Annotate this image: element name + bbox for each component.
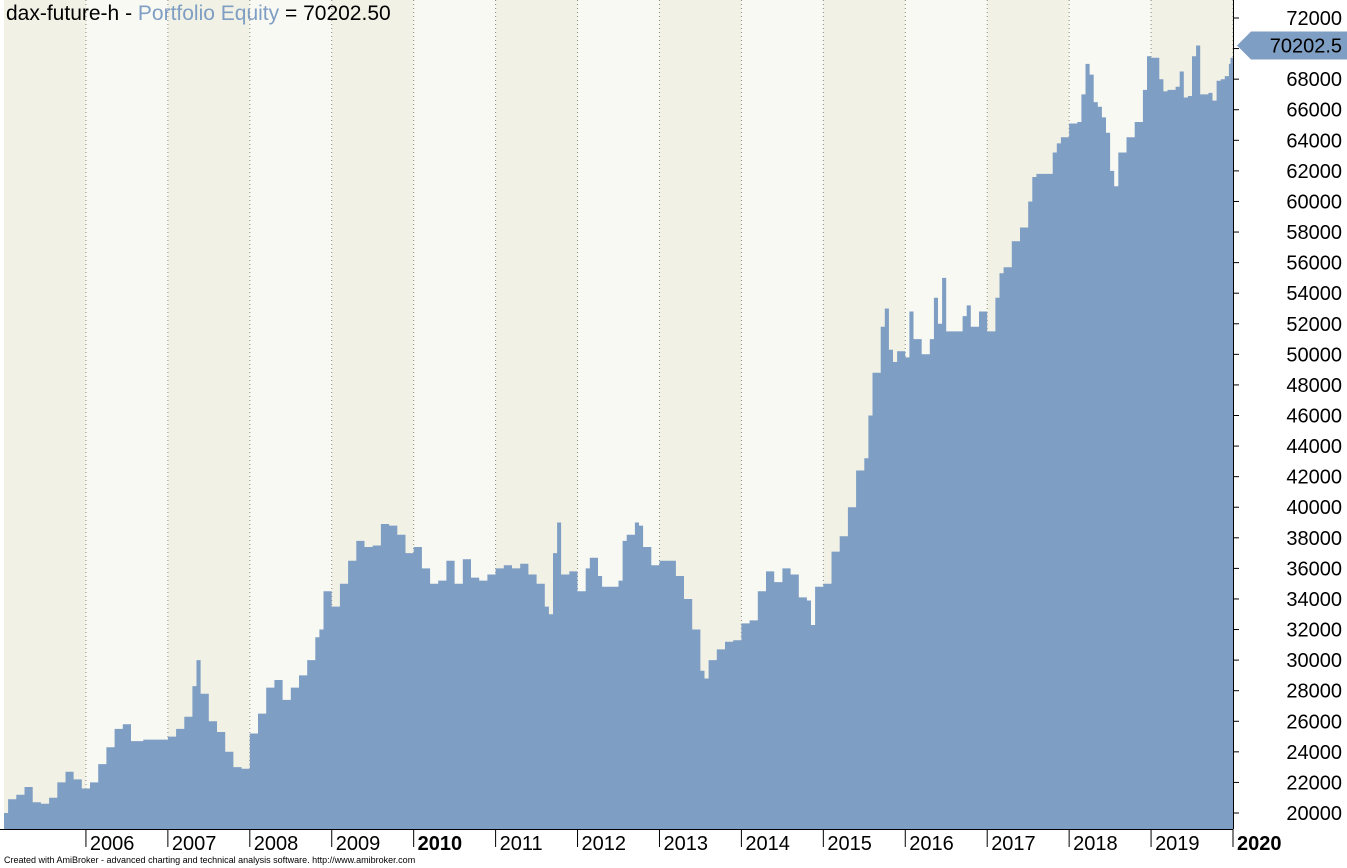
- y-tick-label: 64000: [1286, 130, 1342, 152]
- year-band: [167, 0, 250, 829]
- y-tick-label: 32000: [1286, 620, 1342, 642]
- y-tick-label: 68000: [1286, 69, 1342, 91]
- y-tick-label: 30000: [1286, 650, 1342, 672]
- x-tick-label: 2015: [827, 833, 872, 855]
- x-tick-label: 2010: [418, 833, 463, 855]
- y-tick-label: 58000: [1286, 222, 1342, 244]
- x-tick-label: 2013: [663, 833, 708, 855]
- y-tick-label: 52000: [1286, 314, 1342, 336]
- x-tick-label: 2011: [500, 833, 543, 855]
- x-tick-label: 2018: [1073, 833, 1118, 855]
- y-tick-label: 34000: [1286, 589, 1342, 611]
- x-tick-label: 2016: [909, 833, 954, 855]
- symbol-name: dax-future-h: [6, 2, 120, 25]
- x-axis: 2006 2007 2008 2009 2010 2011 2012 2013 2014 2015…: [0, 829, 1282, 868]
- title-equals: =: [279, 2, 304, 25]
- x-tick-label: 2008: [254, 833, 298, 855]
- y-tick-label: 46000: [1286, 406, 1342, 428]
- y-tick-label: 50000: [1286, 344, 1342, 366]
- x-tick-label: 2014: [745, 833, 790, 855]
- y-tick-label: 72000: [1286, 8, 1342, 30]
- last-value-label: 70202.5: [1270, 35, 1342, 57]
- y-tick-label: 60000: [1286, 191, 1342, 213]
- footer-credit: Created with AmiBroker - advanced charti…: [4, 855, 416, 865]
- y-tick-label: 36000: [1286, 558, 1342, 580]
- x-tick-label: 2019: [1155, 833, 1200, 855]
- x-tick-label: 2020: [1237, 833, 1282, 855]
- title-separator: -: [119, 2, 138, 25]
- last-value-marker: 70202.5: [1237, 31, 1347, 60]
- x-tick-label: 2017: [991, 833, 1035, 855]
- y-axis: 20000 22000 24000 26000 28000 30000 32000 34000…: [1233, 0, 1347, 868]
- year-band: [85, 0, 168, 829]
- y-tick-label: 40000: [1286, 497, 1342, 519]
- y-axis-background: [1233, 0, 1347, 868]
- y-tick-label: 42000: [1286, 467, 1342, 489]
- y-tick-label: 56000: [1286, 253, 1342, 275]
- series-label: Portfolio Equity: [137, 2, 280, 25]
- y-tick-label: 66000: [1286, 100, 1342, 122]
- last-value-box: [1237, 31, 1347, 60]
- y-tick-label: 20000: [1286, 803, 1342, 825]
- y-tick-label: 62000: [1286, 161, 1342, 183]
- y-tick-label: 48000: [1286, 375, 1342, 397]
- equity-area: [4, 45, 1233, 829]
- y-tick-label: 26000: [1286, 711, 1342, 733]
- y-tick-label: 38000: [1286, 528, 1342, 550]
- y-tick-label: 22000: [1286, 772, 1342, 794]
- x-tick-label: 2012: [582, 833, 627, 855]
- x-axis-background: [0, 829, 1233, 868]
- x-tick-label: 2006: [90, 833, 135, 855]
- chart-title: dax-future-h - Portfolio Equity = 70202.…: [6, 2, 391, 26]
- x-tick-label: 2007: [172, 833, 217, 855]
- y-tick-label: 44000: [1286, 436, 1342, 458]
- x-tick-label: 2009: [336, 833, 381, 855]
- year-band: [4, 0, 86, 829]
- y-tick-label: 54000: [1286, 283, 1342, 305]
- series-value: 70202.50: [303, 2, 391, 25]
- y-tick-label: 24000: [1286, 742, 1342, 764]
- y-tick-label: 28000: [1286, 681, 1342, 703]
